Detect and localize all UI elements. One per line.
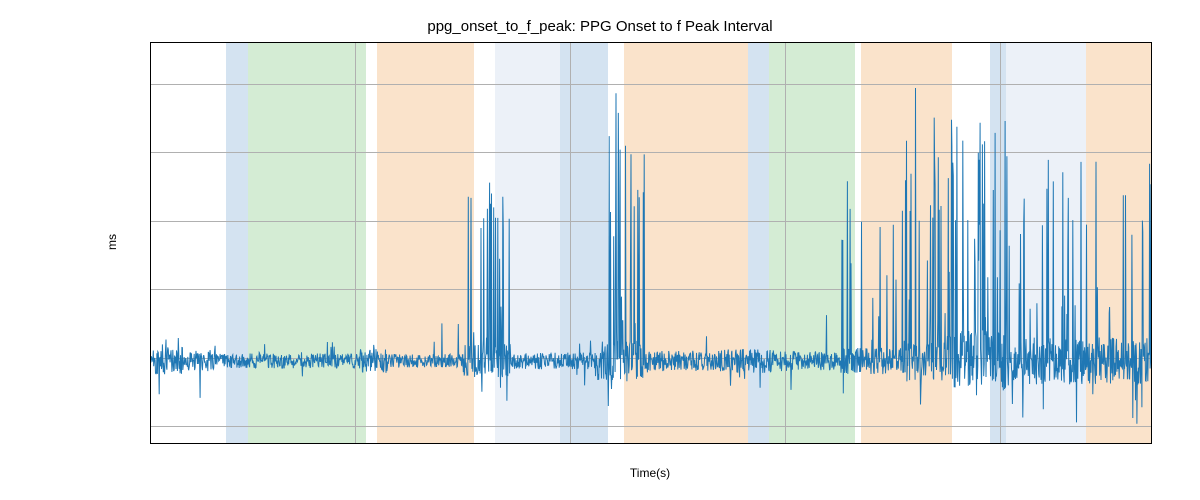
signal-line — [151, 43, 1151, 443]
chart-title: ppg_onset_to_f_peak: PPG Onset to f Peak… — [0, 18, 1200, 35]
chart-container: ppg_onset_to_f_peak: PPG Onset to f Peak… — [0, 0, 1200, 500]
x-axis-label: Time(s) — [630, 466, 670, 480]
xtick-label-2000: 2000 — [342, 443, 369, 444]
xtick-label-8000: 8000 — [987, 443, 1014, 444]
xtick-label-6000: 6000 — [772, 443, 799, 444]
y-axis-label: ms — [105, 234, 119, 250]
plot-area: 200400600800100012002000400060008000 — [150, 42, 1152, 444]
xtick-label-4000: 4000 — [557, 443, 584, 444]
